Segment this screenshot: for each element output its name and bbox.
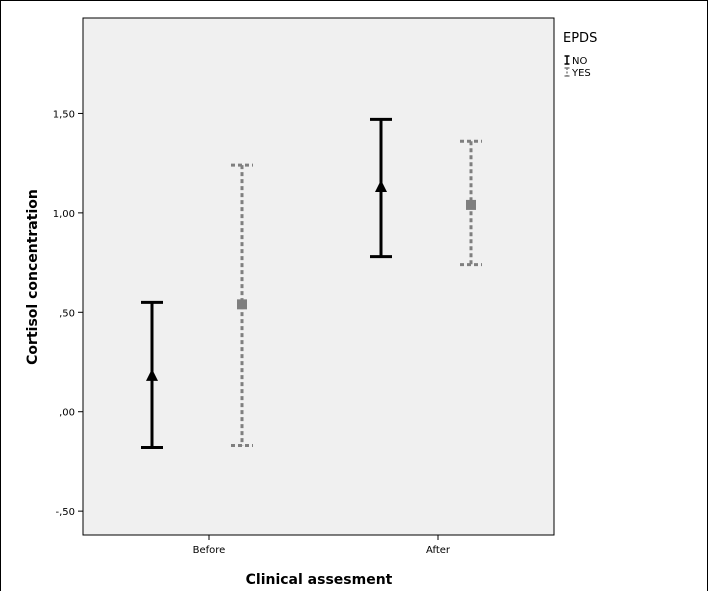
y-tick-label: 1,50 — [53, 109, 75, 120]
legend-item-no: NO — [564, 55, 587, 67]
legend-symbol — [564, 67, 570, 77]
y-tick-label: -,50 — [55, 507, 75, 518]
error-bar-no-after — [370, 117, 392, 259]
mean-marker-triangle — [146, 368, 158, 381]
error-bar-no-before — [141, 300, 163, 450]
y-axis-title: Cortisol concentration — [25, 189, 41, 365]
error-bar-yes-before — [231, 163, 253, 448]
y-tick-label: ,50 — [59, 308, 75, 319]
legend-item-yes: YES — [564, 67, 591, 79]
error-bar-yes-after — [460, 139, 482, 267]
y-axis: -,50 ,00 ,50 1,00 1,50 — [53, 109, 83, 518]
legend-title: EPDS — [563, 31, 597, 46]
y-tick-label: ,00 — [59, 408, 75, 419]
plot-area — [82, 17, 555, 536]
x-axis: Before After — [193, 535, 451, 556]
x-axis-title: Clinical assesment — [246, 572, 393, 588]
x-tick-label: After — [426, 545, 451, 556]
data-marks — [141, 117, 482, 450]
y-tick-label: 1,00 — [53, 209, 75, 220]
x-tick-label: Before — [193, 545, 226, 556]
mean-marker-square — [237, 299, 247, 310]
legend-symbol — [564, 55, 570, 65]
legend-label: NO — [572, 56, 587, 67]
mean-marker-square — [466, 199, 476, 210]
legend-label: YES — [571, 68, 591, 79]
mean-marker-triangle — [375, 180, 387, 193]
